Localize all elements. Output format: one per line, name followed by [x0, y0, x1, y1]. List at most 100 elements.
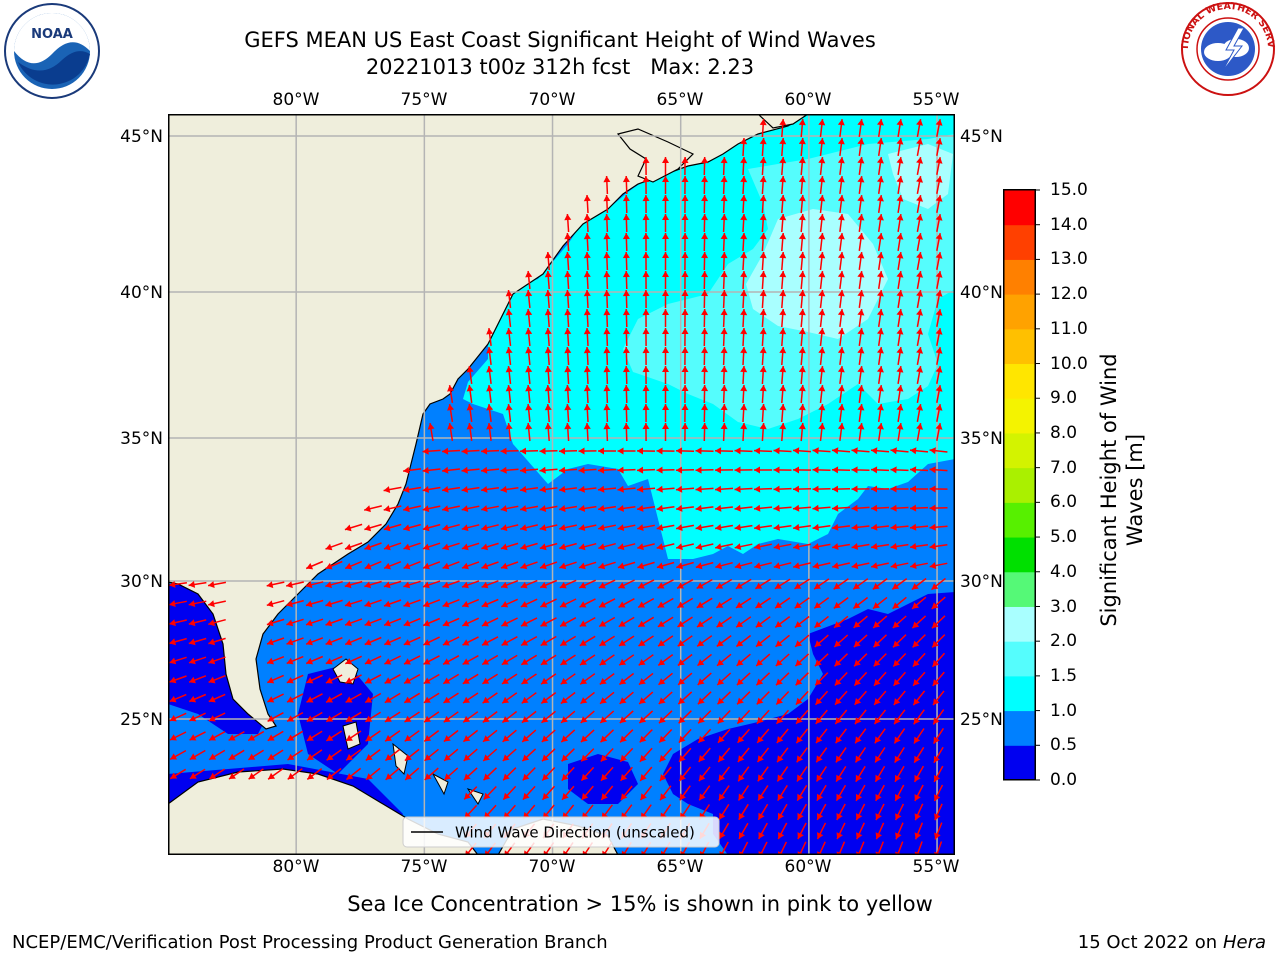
- wave-direction-arrow-head: [622, 423, 630, 430]
- wave-direction-arrow-head: [818, 138, 826, 145]
- wave-direction-arrow-head: [875, 774, 882, 782]
- wave-direction-arrow-head: [681, 252, 689, 258]
- wave-direction-arrow-head: [461, 447, 468, 455]
- wave-direction-arrow-head: [541, 697, 549, 704]
- wave-direction-arrow-head: [912, 602, 919, 609]
- wave-direction-arrow-head: [701, 176, 709, 183]
- wave-direction-arrow-head: [798, 233, 806, 240]
- wave-direction-arrow-head: [578, 543, 586, 551]
- wave-direction-arrow-head: [560, 620, 567, 627]
- colorbar-band: [1004, 606, 1035, 642]
- wave-direction-arrow-head: [916, 138, 923, 145]
- wave-direction-arrow-head: [737, 736, 745, 743]
- wave-direction-arrow-head: [287, 696, 294, 703]
- wave-direction-arrow-head: [812, 504, 819, 512]
- wave-direction-arrow-head: [579, 582, 587, 589]
- wave-direction-arrow-head: [720, 157, 728, 164]
- wave-direction-arrow-head: [701, 271, 709, 278]
- wave-direction-arrow-head: [208, 657, 216, 665]
- wave-direction-arrow-head: [564, 328, 572, 335]
- wave-direction-arrow-head: [816, 793, 823, 801]
- colorbar-tick-label: 11.0: [1050, 318, 1088, 339]
- wave-direction-arrow-head: [638, 601, 646, 608]
- wave-direction-arrow-head: [544, 385, 552, 392]
- wave-direction-arrow-head: [483, 754, 491, 761]
- colorbar-band: [1004, 328, 1035, 365]
- wave-direction-arrow-head: [500, 543, 508, 551]
- wave-direction-arrow-head: [755, 582, 763, 589]
- wave-direction-arrow-head: [877, 347, 884, 354]
- wave-direction-arrow-head: [637, 466, 644, 474]
- wave-direction-arrow-head: [779, 423, 787, 430]
- wave-direction-arrow-head: [929, 523, 936, 531]
- wave-direction-arrow-head: [837, 328, 845, 335]
- wave-direction-arrow-head: [854, 717, 862, 725]
- wave-direction-arrow-head: [637, 485, 644, 493]
- wave-direction-arrow-head: [521, 677, 529, 684]
- lon-tick-bottom: 80°W: [272, 857, 320, 877]
- wave-direction-arrow-head: [857, 138, 865, 145]
- wave-direction-arrow-head: [404, 715, 412, 722]
- wave-direction-arrow-head: [603, 385, 611, 392]
- wave-direction-arrow-head: [364, 543, 372, 551]
- wave-direction-arrow-head: [720, 423, 728, 430]
- wave-direction-arrow-head: [639, 754, 647, 762]
- wave-direction-arrow-head: [681, 404, 689, 410]
- colorbar-tick-label: 3.0: [1050, 596, 1078, 617]
- wave-direction-arrow-head: [734, 466, 741, 474]
- wave-direction-arrow-head: [759, 195, 767, 202]
- wave-direction-arrow-head: [793, 485, 800, 493]
- wave-direction-arrow-head: [759, 271, 767, 278]
- wave-direction-arrow-head: [798, 385, 806, 392]
- wave-direction-arrow-head: [483, 773, 491, 781]
- wave-direction-arrow-head: [500, 466, 507, 474]
- wave-direction-arrow-head: [559, 466, 566, 474]
- wave-direction-arrow-head: [423, 581, 430, 589]
- wave-direction-arrow-head: [932, 621, 939, 629]
- colorbar-label: Significant Height of Wind Waves [m]: [1097, 353, 1147, 627]
- land-cuba: [168, 768, 479, 855]
- wave-direction-arrow-head: [738, 793, 745, 801]
- wave-direction-arrow-head: [622, 252, 630, 259]
- wave-direction-arrow-head: [701, 290, 709, 297]
- wave-direction-arrow-head: [442, 505, 449, 512]
- wave-direction-arrow-head: [734, 504, 741, 512]
- wave-direction-arrow-head: [520, 601, 528, 608]
- wave-direction-arrow-head: [853, 621, 861, 628]
- wave-direction-arrow-head: [346, 734, 353, 741]
- wave-direction-arrow-head: [797, 812, 804, 820]
- wave-direction-arrow-head: [539, 485, 546, 493]
- wave-direction-arrow-head: [877, 195, 884, 202]
- wave-direction-arrow-head: [910, 523, 917, 531]
- wave-direction-arrow-head: [540, 601, 548, 608]
- wave-direction-arrow-head: [560, 658, 568, 665]
- wave-direction-arrow-head: [837, 119, 845, 126]
- wave-direction-arrow-head: [778, 832, 785, 839]
- wave-direction-arrow-head: [422, 543, 430, 551]
- wave-direction-arrow-head: [208, 619, 215, 627]
- wave-direction-arrow-head: [482, 658, 490, 665]
- wave-direction-arrow-head: [658, 678, 666, 685]
- wave-direction-arrow-head: [583, 347, 591, 354]
- wave-direction-arrow-head: [662, 252, 669, 258]
- wave-direction-arrow-head: [812, 466, 819, 474]
- wave-direction-arrow-head: [325, 658, 333, 665]
- wave-direction-arrow-head: [598, 562, 606, 570]
- wave-direction-arrow-head: [740, 423, 748, 430]
- wave-direction-arrow-head: [835, 697, 842, 705]
- wave-direction-arrow-head: [659, 754, 667, 762]
- wave-direction-arrow-head: [877, 233, 884, 240]
- wave-direction-arrow-head: [642, 309, 650, 316]
- wave-direction-arrow-head: [561, 773, 569, 781]
- wave-direction-arrow-head: [617, 543, 625, 551]
- lat-tick-right: 35°N: [960, 429, 1003, 449]
- wave-direction-arrow-head: [857, 404, 865, 411]
- wave-direction-arrow-head: [798, 119, 806, 126]
- wave-direction-arrow-head: [525, 271, 533, 278]
- wave-direction-arrow-head: [662, 290, 669, 296]
- wave-direction-arrow-head: [424, 773, 432, 780]
- wave-direction-arrow-head: [877, 328, 884, 335]
- wave-direction-arrow-head: [306, 734, 314, 741]
- wave-direction-arrow-head: [559, 543, 566, 551]
- wave-direction-arrow-head: [832, 543, 839, 550]
